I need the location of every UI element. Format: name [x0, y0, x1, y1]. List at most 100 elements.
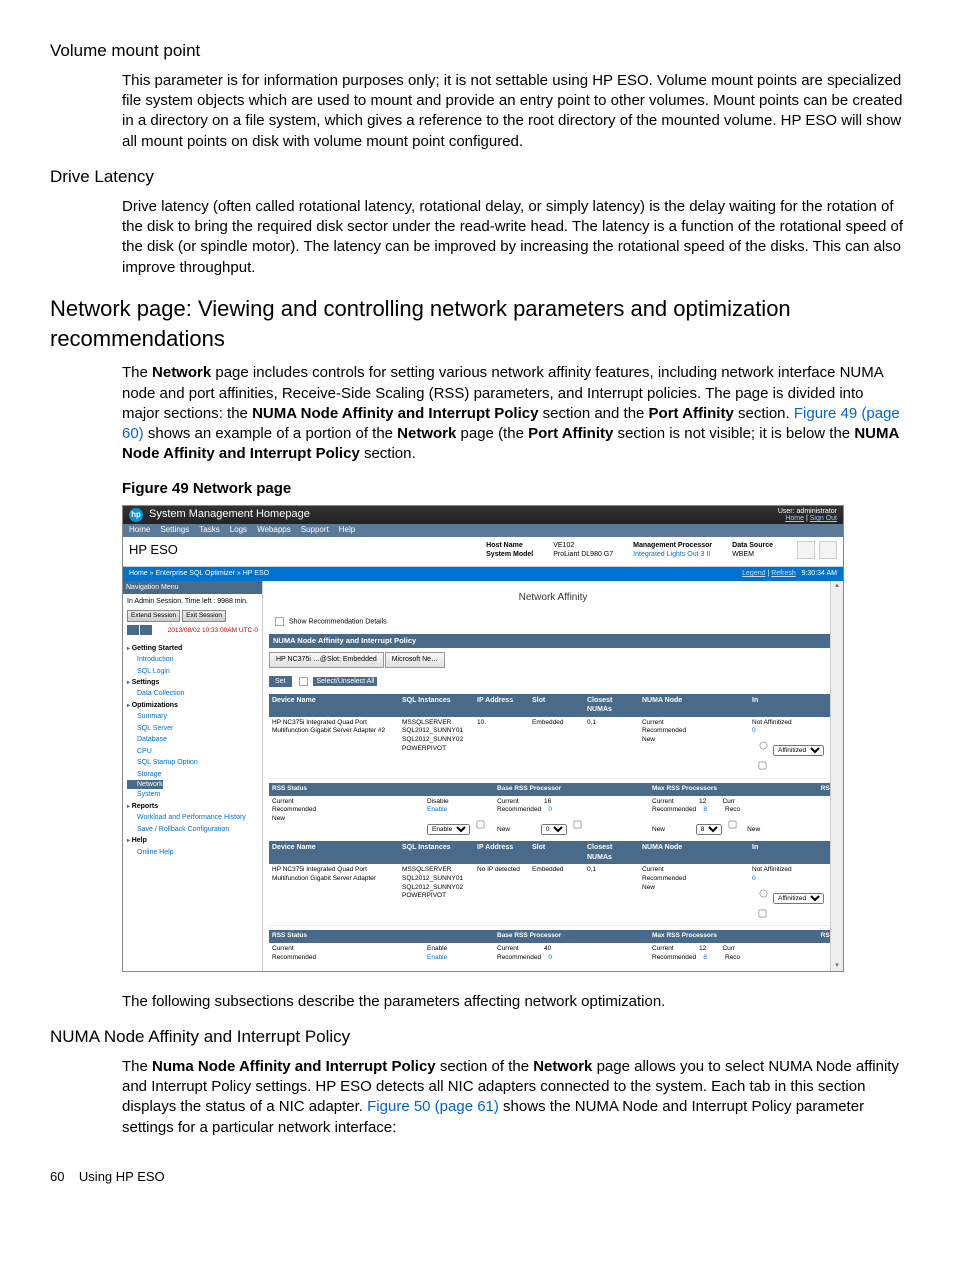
nav-save-rollback[interactable]: Save / Rollback Configuration [127, 824, 258, 835]
nav-online-help[interactable]: Online Help [127, 847, 258, 858]
menu-tasks[interactable]: Tasks [199, 525, 219, 536]
figure-screenshot: hp System Management Homepage User: admi… [122, 505, 844, 972]
hostname-label: Host Name [486, 541, 533, 550]
para-network: The Network page includes controls for s… [122, 363, 904, 464]
nav-optimizations[interactable]: Optimizations [127, 700, 258, 711]
nav-system[interactable]: System [127, 789, 258, 800]
signout-link[interactable]: Sign Out [810, 515, 837, 522]
nav-data-collection[interactable]: Data Collection [127, 688, 258, 699]
para-numa: The Numa Node Affinity and Interrupt Pol… [122, 1057, 904, 1138]
app-title-bar: hp System Management Homepage User: admi… [123, 506, 843, 524]
select-all-checkbox[interactable] [299, 677, 308, 686]
heading-network-page: Network page: Viewing and controlling ne… [50, 294, 904, 353]
col-device: Device Name [269, 694, 399, 717]
menu-webapps[interactable]: Webapps [257, 525, 291, 536]
para-vmp: This parameter is for information purpos… [122, 71, 904, 152]
col-node: NUMA Node [639, 694, 749, 717]
time-value: 9:30:34 AM [802, 570, 837, 577]
base-rss-select[interactable]: 0 [541, 824, 567, 835]
max-rss-select[interactable]: 8 [696, 824, 722, 835]
nav-title: Navigation Menu [123, 581, 262, 594]
rss-enable-select[interactable]: Enable [427, 824, 470, 835]
breadcrumb[interactable]: Home » Enterprise SQL Optimizer » HP ESO [129, 569, 269, 578]
mgmtproc-label: Management Processor [633, 541, 712, 550]
link-figure-50[interactable]: Figure 50 (page 61) [367, 1098, 499, 1115]
refresh-link[interactable]: Refresh [771, 570, 796, 577]
nav-sql-server[interactable]: SQL Server [127, 723, 258, 734]
nic-tab-1[interactable]: HP NC375i …@Slot: Embedded [269, 652, 384, 667]
heading-numa-policy: NUMA Node Affinity and Interrupt Policy [50, 1026, 904, 1049]
nav-cpu[interactable]: CPU [127, 746, 258, 757]
admin-session-text: In Admin Session. Time left : 9988 min. [127, 597, 258, 606]
user-label: User: administrator [778, 508, 837, 516]
header-icon-2[interactable] [819, 541, 837, 559]
nav-database[interactable]: Database [127, 734, 258, 745]
heading-volume-mount-point: Volume mount point [50, 40, 904, 63]
nav-reports[interactable]: Reports [127, 801, 258, 812]
rss-check[interactable] [477, 821, 485, 829]
max-check[interactable] [728, 821, 736, 829]
col-slot: Slot [529, 694, 584, 717]
nav-settings[interactable]: Settings [127, 677, 258, 688]
menu-bar: Home Settings Tasks Logs Webapps Support… [123, 524, 843, 537]
nav-sql-startup[interactable]: SQL Startup Option [127, 757, 258, 768]
table-row: HP NC375i Integrated Quad Port Multifunc… [269, 717, 837, 779]
col-ip: IP Address [474, 694, 529, 717]
affinity-select[interactable]: Affinitized [773, 745, 824, 756]
nav-network[interactable]: Network [127, 780, 163, 789]
menu-home[interactable]: Home [129, 525, 150, 536]
nav-sql-login[interactable]: SQL Login [127, 666, 258, 677]
timestamp: 2013/08/02 10:33:00AM UTC-0 [168, 627, 258, 636]
nav-icon-1[interactable] [127, 625, 139, 635]
main-title: Network Affinity [269, 591, 837, 605]
datasrc-value: WBEM [732, 550, 773, 559]
heading-drive-latency: Drive Latency [50, 166, 904, 189]
page-footer: 60 Using HP ESO [50, 1168, 904, 1186]
aff-radio[interactable] [760, 742, 768, 750]
rss-status-header: RSS Status [269, 783, 424, 796]
col-numa: Closest NUMAs [584, 694, 639, 717]
col-int: In [749, 694, 837, 717]
menu-logs[interactable]: Logs [230, 525, 247, 536]
menu-settings[interactable]: Settings [160, 525, 189, 536]
nav-workload[interactable]: Workload and Performance History [127, 812, 258, 823]
numa-banner: NUMA Node Affinity and Interrupt Policy [269, 634, 837, 648]
sysmodel-value: ProLiant DL980 G7 [553, 550, 613, 559]
extend-session-button[interactable]: Extend Session [127, 610, 180, 623]
max-rss-header: Max RSS Processors [652, 785, 717, 794]
nav-help[interactable]: Help [127, 835, 258, 846]
nav-icon-2[interactable] [140, 625, 152, 635]
hp-logo-icon: hp [129, 508, 143, 522]
datasrc-label: Data Source [732, 541, 773, 550]
home-link[interactable]: Home [785, 515, 804, 522]
aff-radio-2[interactable] [760, 889, 768, 897]
set-button[interactable]: Set [269, 676, 292, 687]
header-icon-1[interactable] [797, 541, 815, 559]
legend-link[interactable]: Legend [742, 570, 765, 577]
nav-introduction[interactable]: Introduction [127, 654, 258, 665]
app-title: System Management Homepage [149, 507, 310, 522]
nav-summary[interactable]: Summary [127, 711, 258, 722]
menu-help[interactable]: Help [339, 525, 355, 536]
para-following: The following subsections describe the p… [122, 992, 904, 1012]
nav-storage[interactable]: Storage [127, 769, 258, 780]
figure-caption: Figure 49 Network page [122, 479, 904, 499]
exit-session-button[interactable]: Exit Session [182, 610, 226, 623]
mgmtproc-value[interactable]: Integrated Lights Out 3 II [633, 550, 712, 559]
para-dl: Drive latency (often called rotational l… [122, 197, 904, 278]
hostname-value: VE102 [553, 541, 613, 550]
menu-support[interactable]: Support [301, 525, 329, 536]
affinity-select-2[interactable]: Affinitized [773, 893, 824, 904]
nic-tab-2[interactable]: Microsoft Ne… [385, 652, 445, 667]
aff-check-2[interactable] [759, 909, 767, 917]
select-all-label: Select/Unselect All [313, 677, 377, 686]
page-title: HP ESO [129, 541, 178, 559]
nav-getting-started[interactable]: Getting Started [127, 643, 258, 654]
table-row: HP NC375i Integrated Quad Port Multifunc… [269, 864, 837, 926]
base-check[interactable] [573, 821, 581, 829]
aff-check[interactable] [759, 762, 767, 770]
base-rss-header: Base RSS Processor [494, 783, 649, 796]
col-sql: SQL Instances [399, 694, 474, 717]
show-rec-checkbox[interactable] [275, 617, 284, 626]
scrollbar[interactable] [830, 581, 843, 971]
